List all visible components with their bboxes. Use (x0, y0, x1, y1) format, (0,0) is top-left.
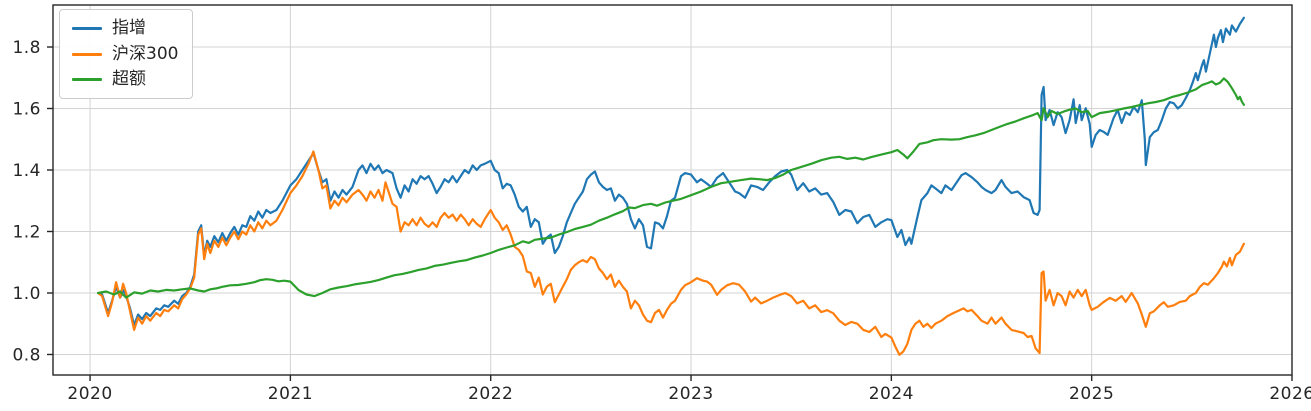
x-tick-label-2023: 2023 (668, 384, 713, 404)
y-tick-label-0.8: 0.8 (12, 345, 41, 365)
x-tick-label-2024: 2024 (869, 384, 914, 404)
legend-label-index-enhanced: 指增 (112, 18, 146, 38)
x-tick-label-2022: 2022 (468, 384, 513, 404)
legend-line-swatch-green (72, 78, 102, 82)
y-tick-label-1.8: 1.8 (12, 38, 41, 58)
y-tick-label-1.2: 1.2 (12, 222, 41, 242)
series-line-2 (96, 77, 1246, 299)
x-tick-label-2021: 2021 (268, 384, 313, 404)
series-line-1 (96, 150, 1246, 356)
legend-label-excess: 超额 (112, 69, 146, 90)
plot-border (52, 4, 1293, 376)
x-tick-label-2020: 2020 (67, 384, 112, 404)
y-tick-label-1.6: 1.6 (12, 100, 41, 120)
legend-item-csi300: 沪深300 (72, 43, 179, 64)
legend-line-swatch-blue (72, 26, 102, 30)
legend-label-csi300: 沪深300 (112, 43, 179, 64)
legend-line-swatch-orange (72, 52, 102, 56)
x-tick-label-2026: 2026 (1269, 384, 1311, 404)
legend: 指增 沪深300 超额 (59, 9, 194, 100)
y-tick-label-1: 1.0 (12, 284, 41, 304)
legend-item-index-enhanced: 指增 (72, 19, 178, 38)
legend-item-excess: 超额 (72, 70, 178, 89)
series-line-0 (96, 16, 1246, 327)
x-tick-label-2025: 2025 (1069, 384, 1114, 404)
y-tick-label-1.4: 1.4 (12, 161, 41, 181)
